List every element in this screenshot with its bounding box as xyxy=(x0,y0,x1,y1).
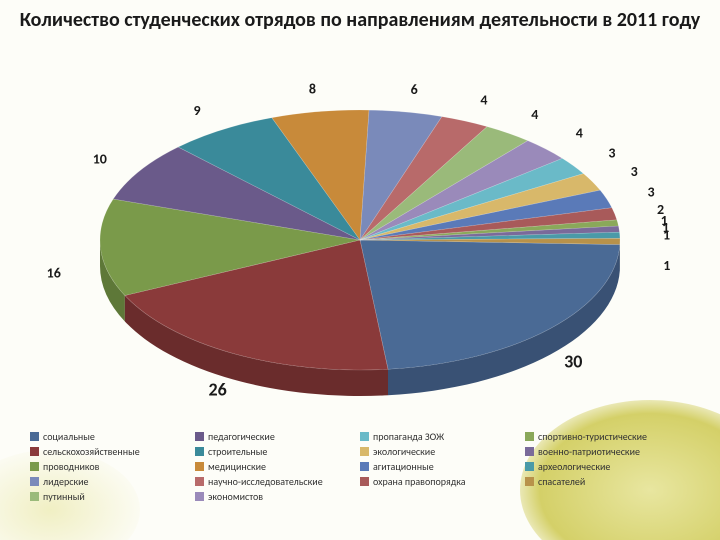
legend-swatch xyxy=(525,462,534,471)
legend-label: пропаганда ЗОЖ xyxy=(373,430,444,443)
legend-item: охрана правопорядка xyxy=(360,475,525,488)
legend-item: спортивно-туристические xyxy=(525,430,690,443)
legend-swatch xyxy=(30,462,39,471)
legend: социальные сельскохозяйственные проводнико… xyxy=(30,430,690,503)
legend-swatch xyxy=(195,477,204,486)
legend-item: проводников xyxy=(30,460,195,473)
legend-label: спортивно-туристические xyxy=(538,430,647,443)
legend-swatch xyxy=(30,447,39,456)
legend-item: сельскохозяйственные xyxy=(30,445,195,458)
legend-item: агитационные xyxy=(360,460,525,473)
legend-item: пропаганда ЗОЖ xyxy=(360,430,525,443)
legend-swatch xyxy=(525,447,534,456)
pie-value-label: 3 xyxy=(608,144,615,161)
legend-swatch xyxy=(360,447,369,456)
legend-swatch xyxy=(360,477,369,486)
legend-label: путинный xyxy=(43,490,85,503)
pie-svg: 3026161098644433321111 xyxy=(30,70,690,410)
pie-chart: 3026161098644433321111 xyxy=(30,70,690,410)
legend-item: научно-исследовательские xyxy=(195,475,360,488)
legend-item: медицинские xyxy=(195,460,360,473)
pie-value-label: 10 xyxy=(93,151,107,168)
pie-value-label: 4 xyxy=(531,106,538,123)
pie-value-label: 1 xyxy=(663,226,670,243)
legend-label: педагогические xyxy=(208,430,275,443)
pie-value-label: 3 xyxy=(647,183,654,200)
legend-item: социальные xyxy=(30,430,195,443)
legend-label: проводников xyxy=(43,460,99,473)
legend-item: спасателей xyxy=(525,475,690,488)
legend-label: экологические xyxy=(373,445,435,458)
legend-column: педагогические строительные медицинские нау… xyxy=(195,430,360,503)
legend-swatch xyxy=(360,462,369,471)
pie-value-label: 8 xyxy=(309,80,316,97)
legend-item: педагогические xyxy=(195,430,360,443)
legend-label: агитационные xyxy=(373,460,434,473)
legend-swatch xyxy=(525,477,534,486)
pie-value-label: 16 xyxy=(47,265,61,282)
legend-item: лидерские xyxy=(30,475,195,488)
legend-column: пропаганда ЗОЖ экологические агитационные о… xyxy=(360,430,525,503)
legend-label: социальные xyxy=(43,430,95,443)
legend-label: археологические xyxy=(538,460,610,473)
legend-label: охрана правопорядка xyxy=(373,475,466,488)
legend-item: военно-патриотические xyxy=(525,445,690,458)
legend-swatch xyxy=(360,432,369,441)
legend-swatch xyxy=(195,492,204,501)
legend-swatch xyxy=(195,462,204,471)
legend-column: социальные сельскохозяйственные проводнико… xyxy=(30,430,195,503)
legend-swatch xyxy=(30,477,39,486)
legend-label: военно-патриотические xyxy=(538,445,640,458)
legend-label: спасателей xyxy=(538,475,585,488)
pie-value-label: 3 xyxy=(631,163,638,180)
legend-swatch xyxy=(525,432,534,441)
legend-item: путинный xyxy=(30,490,195,503)
legend-label: лидерские xyxy=(43,475,88,488)
pie-value-label: 30 xyxy=(564,351,582,373)
legend-label: экономистов xyxy=(208,490,263,503)
legend-swatch xyxy=(195,447,204,456)
legend-label: сельскохозяйственные xyxy=(43,445,140,458)
pie-value-label: 4 xyxy=(480,92,487,109)
legend-label: строительные xyxy=(208,445,267,458)
legend-column: спортивно-туристические военно-патриотиче… xyxy=(525,430,690,503)
legend-item: строительные xyxy=(195,445,360,458)
pie-value-label: 4 xyxy=(576,125,583,142)
pie-value-label: 6 xyxy=(411,81,418,98)
legend-item: археологические xyxy=(525,460,690,473)
pie-value-label: 26 xyxy=(208,378,226,400)
pie-value-label: 1 xyxy=(663,257,670,274)
legend-swatch xyxy=(30,492,39,501)
legend-swatch xyxy=(30,432,39,441)
legend-item: экологические xyxy=(360,445,525,458)
legend-item: экономистов xyxy=(195,490,360,503)
pie-value-label: 9 xyxy=(193,102,200,119)
chart-title: Количество студенческих отрядов по напра… xyxy=(0,8,720,32)
legend-swatch xyxy=(195,432,204,441)
legend-label: научно-исследовательские xyxy=(208,475,323,488)
legend-label: медицинские xyxy=(208,460,266,473)
